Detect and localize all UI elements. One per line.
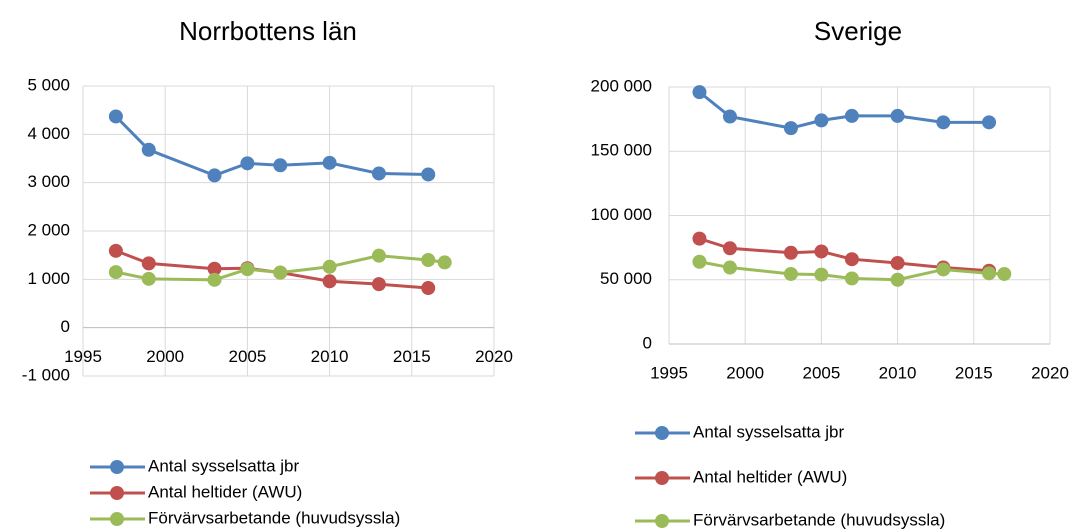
data-point	[141, 271, 156, 286]
x-tick-label: 2010	[879, 363, 917, 382]
data-point	[844, 252, 859, 267]
y-tick-label: 200 000	[591, 76, 652, 95]
legend-label: Antal heltider (AWU)	[148, 482, 302, 501]
x-tick-label: 2000	[726, 363, 764, 382]
legend-label: Antal heltider (AWU)	[693, 467, 847, 486]
y-tick-label: -1 000	[22, 365, 70, 384]
y-tick-label: 0	[61, 317, 70, 336]
data-point	[890, 272, 905, 287]
data-point	[844, 108, 859, 123]
y-tick-label: 1 000	[27, 269, 70, 288]
chart-title: Norrbottens län	[179, 16, 357, 46]
data-point	[722, 260, 737, 275]
data-point	[437, 255, 452, 270]
data-point	[997, 266, 1012, 281]
x-tick-label: 1995	[650, 363, 688, 382]
series-line	[114, 115, 429, 178]
x-tick-label: 2020	[1031, 363, 1069, 382]
data-point	[207, 272, 222, 287]
data-point	[814, 113, 829, 128]
series-line	[699, 237, 990, 273]
data-point	[936, 262, 951, 277]
data-point	[783, 245, 798, 260]
data-point	[783, 266, 798, 281]
data-point	[240, 156, 255, 171]
y-tick-label: 50 000	[600, 269, 652, 288]
data-point	[322, 155, 337, 170]
data-point	[421, 281, 436, 296]
data-point	[141, 256, 156, 271]
legend-marker	[655, 471, 669, 485]
data-point	[371, 277, 386, 292]
data-point	[722, 241, 737, 256]
y-tick-label: 3 000	[27, 172, 70, 191]
data-point	[783, 121, 798, 136]
x-tick-label: 2010	[311, 347, 349, 366]
data-point	[890, 256, 905, 271]
y-tick-label: 2 000	[27, 220, 70, 239]
data-point	[273, 158, 288, 173]
data-point	[207, 261, 222, 276]
data-point	[844, 271, 859, 286]
data-point	[421, 253, 436, 267]
data-point	[982, 115, 997, 130]
legend-label: Antal sysselsatta jbr	[693, 422, 845, 441]
legend-marker	[655, 514, 669, 528]
data-point	[207, 168, 222, 183]
x-tick-label: 1995	[64, 347, 102, 366]
data-point	[322, 274, 337, 289]
legend-marker	[110, 460, 124, 474]
y-tick-label: 4 000	[27, 124, 70, 143]
data-point	[692, 231, 707, 246]
chart-title: Sverige	[814, 16, 902, 46]
y-tick-label: 0	[643, 333, 652, 352]
data-point	[692, 254, 707, 269]
data-point	[722, 109, 737, 124]
data-point	[322, 259, 337, 274]
legend-marker	[110, 512, 124, 526]
data-point	[108, 265, 123, 280]
data-point	[692, 85, 707, 100]
x-tick-label: 2015	[955, 363, 993, 382]
x-tick-label: 2015	[393, 347, 431, 366]
legend-label: Förvärvsarbetande (huvudsyssla)	[693, 510, 945, 529]
data-point	[814, 244, 829, 259]
data-point	[141, 142, 156, 157]
y-tick-label: 100 000	[591, 205, 652, 224]
data-point	[936, 115, 951, 130]
legend-marker	[655, 426, 669, 440]
legend-marker	[110, 486, 124, 500]
data-point	[240, 262, 255, 277]
legend-label: Antal sysselsatta jbr	[148, 456, 300, 475]
data-point	[371, 248, 386, 263]
data-point	[890, 108, 905, 123]
x-tick-label: 2020	[475, 347, 513, 366]
data-point	[108, 243, 123, 258]
data-point	[982, 266, 997, 281]
y-tick-label: 5 000	[27, 75, 70, 94]
y-tick-label: 150 000	[591, 141, 652, 160]
data-point	[371, 166, 386, 181]
x-tick-label: 2005	[228, 347, 266, 366]
legend-label: Förvärvsarbetande (huvudsyssla)	[148, 508, 400, 527]
series-line	[698, 90, 990, 130]
data-point	[421, 167, 436, 182]
data-point	[273, 265, 288, 280]
x-tick-label: 2000	[146, 347, 184, 366]
data-point	[108, 109, 123, 124]
data-point	[814, 267, 829, 282]
x-tick-label: 2005	[802, 363, 840, 382]
